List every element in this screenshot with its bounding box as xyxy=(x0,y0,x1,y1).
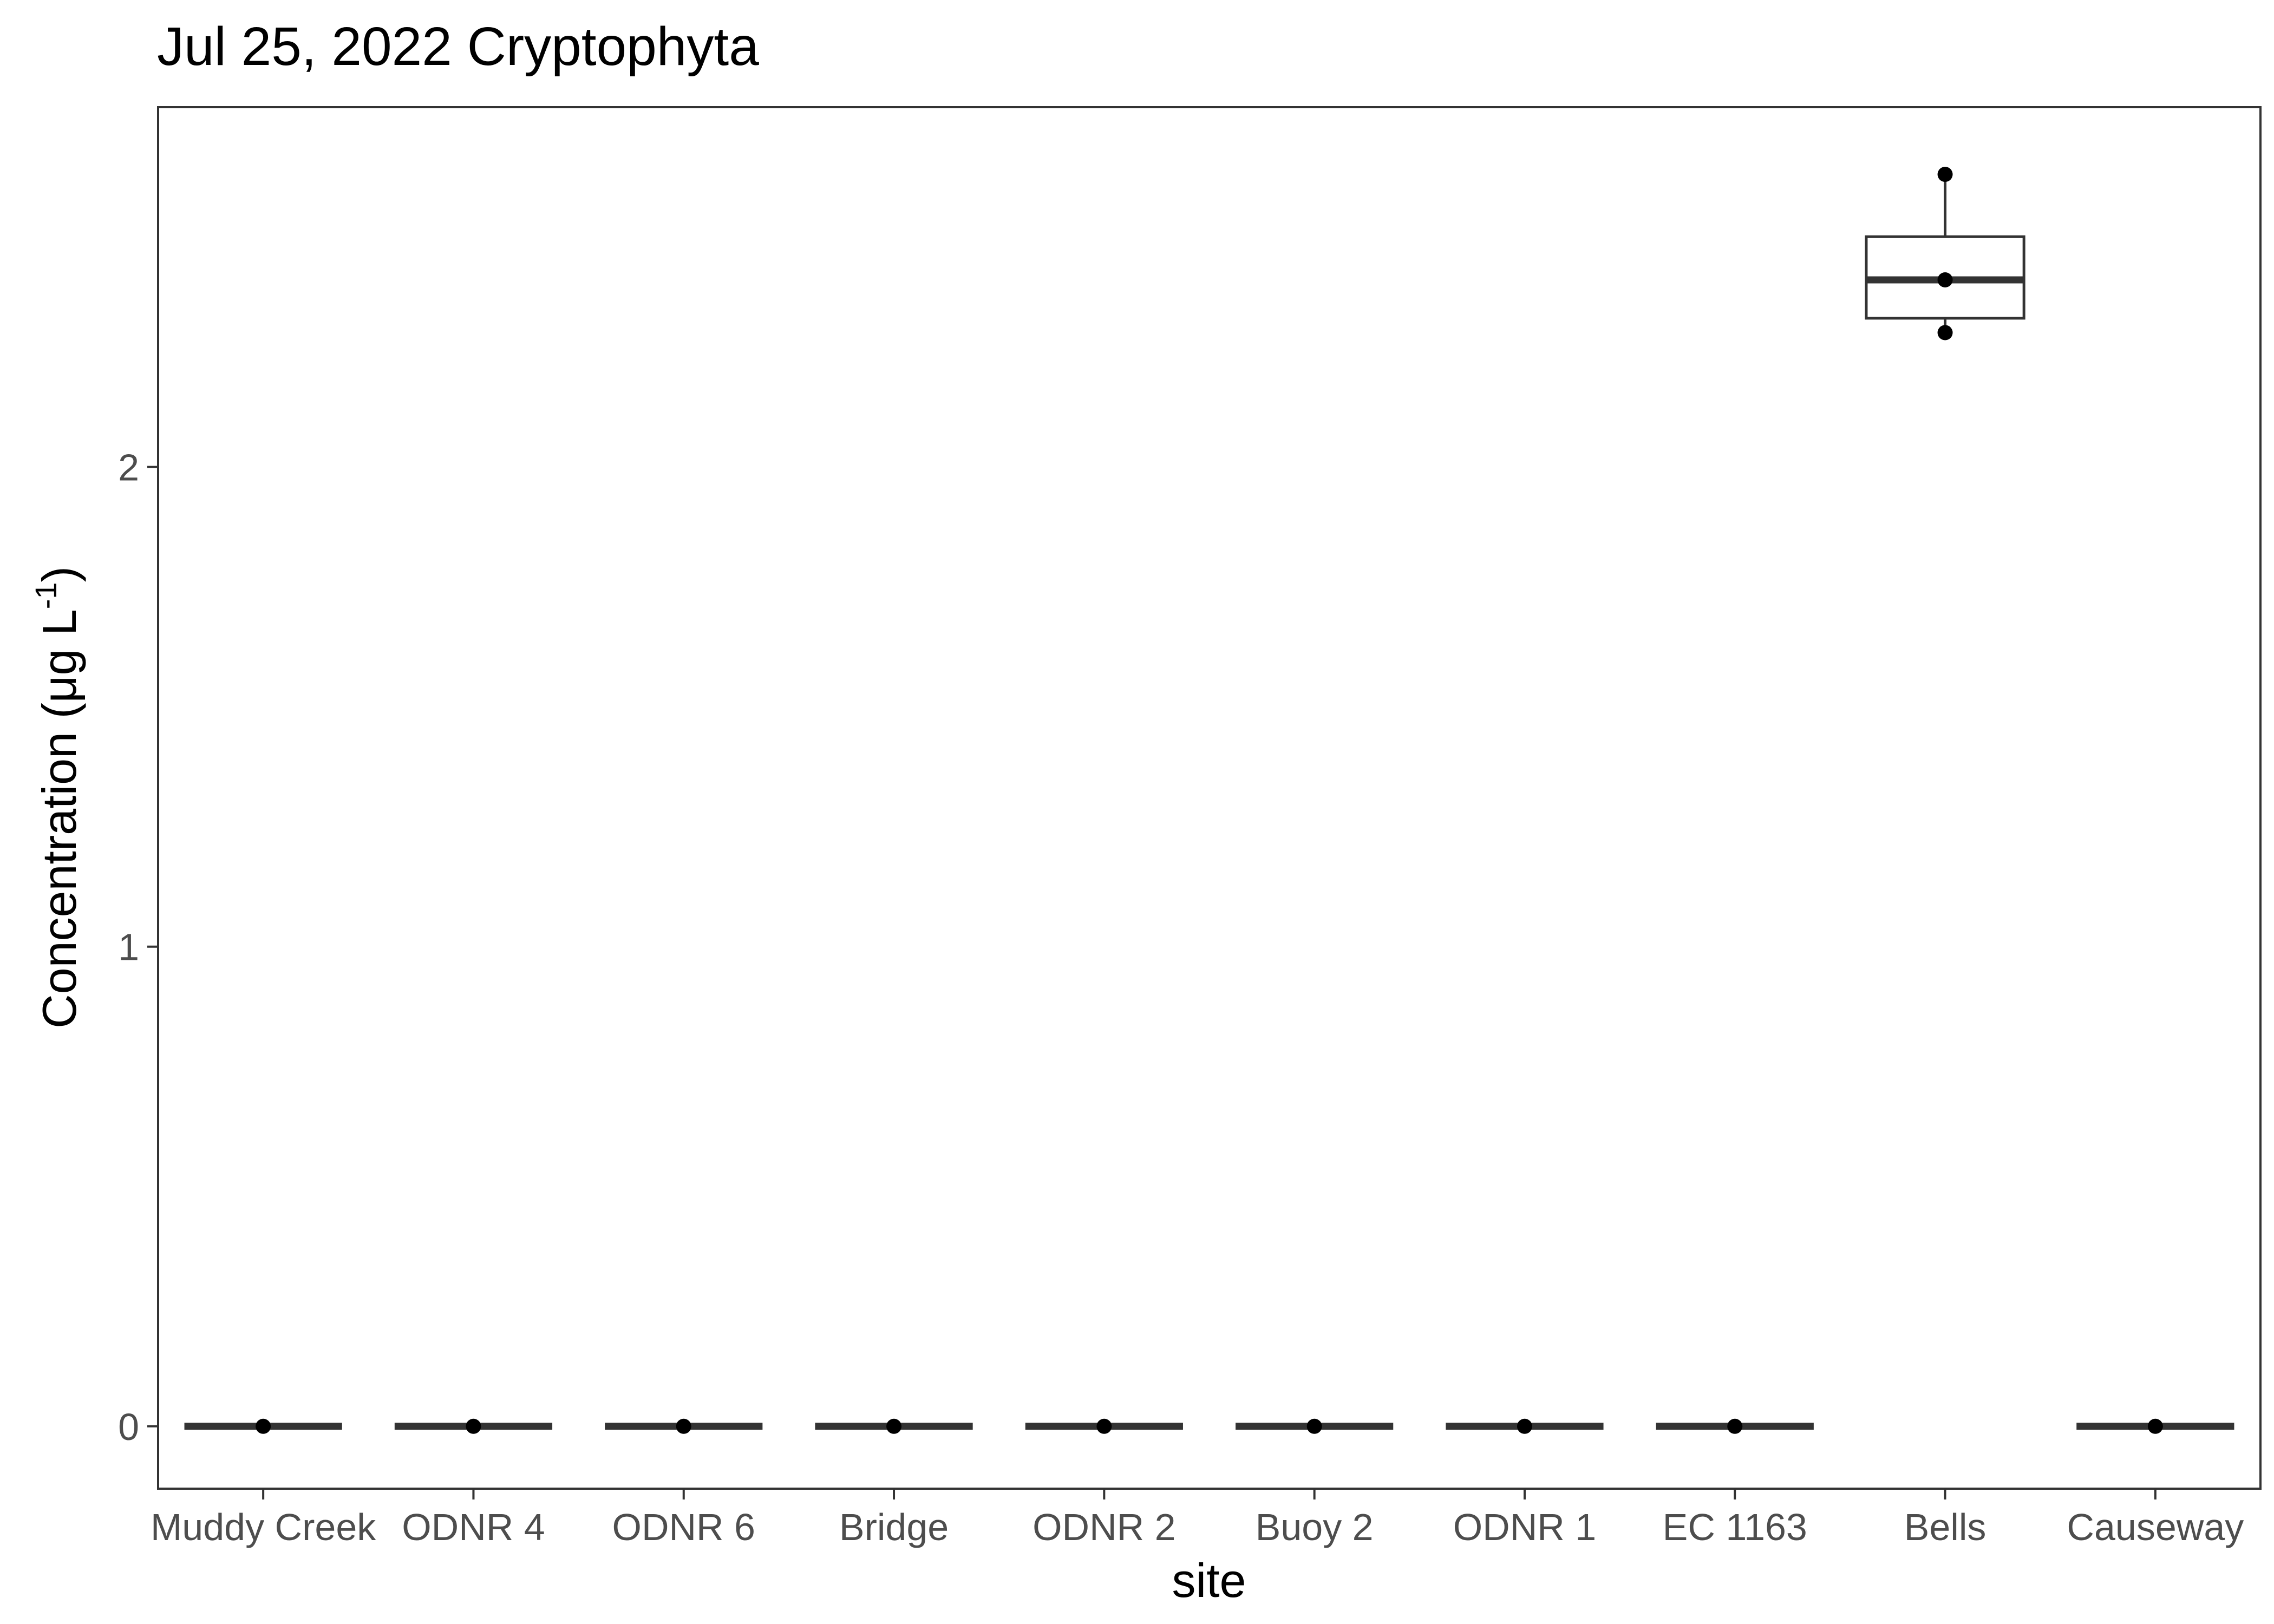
x-tick-label: ODNR 6 xyxy=(612,1506,755,1548)
data-point xyxy=(466,1418,481,1434)
x-tick-label: ODNR 4 xyxy=(402,1506,545,1548)
data-point xyxy=(256,1418,271,1434)
x-tick-label: Buoy 2 xyxy=(1256,1506,1374,1548)
y-tick-label: 0 xyxy=(118,1406,139,1448)
x-axis: Muddy Creek ODNR 4 ODNR 6 Bridge ODNR 2 Buoy … xyxy=(151,1489,2244,1548)
x-tick-label: ODNR 1 xyxy=(1453,1506,1596,1548)
data-point xyxy=(1937,272,1953,287)
y-axis-title-close: ) xyxy=(32,566,86,582)
data-point xyxy=(1727,1418,1743,1434)
x-tick-label: Bridge xyxy=(839,1506,949,1548)
plot-panel xyxy=(157,106,2262,1490)
y-axis-title: Concentration (μg L-1) xyxy=(29,566,86,1029)
y-axis-title-main: Concentration (μg L xyxy=(32,609,86,1029)
data-point xyxy=(1937,167,1953,182)
data-point xyxy=(676,1418,691,1434)
data-point xyxy=(1937,325,1953,340)
y-axis: 0 1 2 xyxy=(118,447,158,1448)
data-point xyxy=(2147,1418,2163,1434)
data-point xyxy=(1096,1418,1112,1434)
y-axis-title-superscript: -1 xyxy=(29,582,63,609)
y-tick-label: 2 xyxy=(118,447,139,489)
x-tick-label: Bells xyxy=(1904,1506,1987,1548)
y-tick-label: 1 xyxy=(118,926,139,968)
chart-title: Jul 25, 2022 Cryptophyta xyxy=(157,16,759,77)
x-tick-label: EC 1163 xyxy=(1663,1506,1807,1548)
x-tick-label: Causeway xyxy=(2067,1506,2244,1548)
x-tick-label: ODNR 2 xyxy=(1033,1506,1175,1548)
data-point xyxy=(1517,1418,1532,1434)
x-axis-title: site xyxy=(1172,1554,1246,1607)
data-point xyxy=(886,1418,902,1434)
data-point xyxy=(1306,1418,1322,1434)
x-tick-label: Muddy Creek xyxy=(151,1506,376,1548)
data-points xyxy=(256,167,2163,1434)
